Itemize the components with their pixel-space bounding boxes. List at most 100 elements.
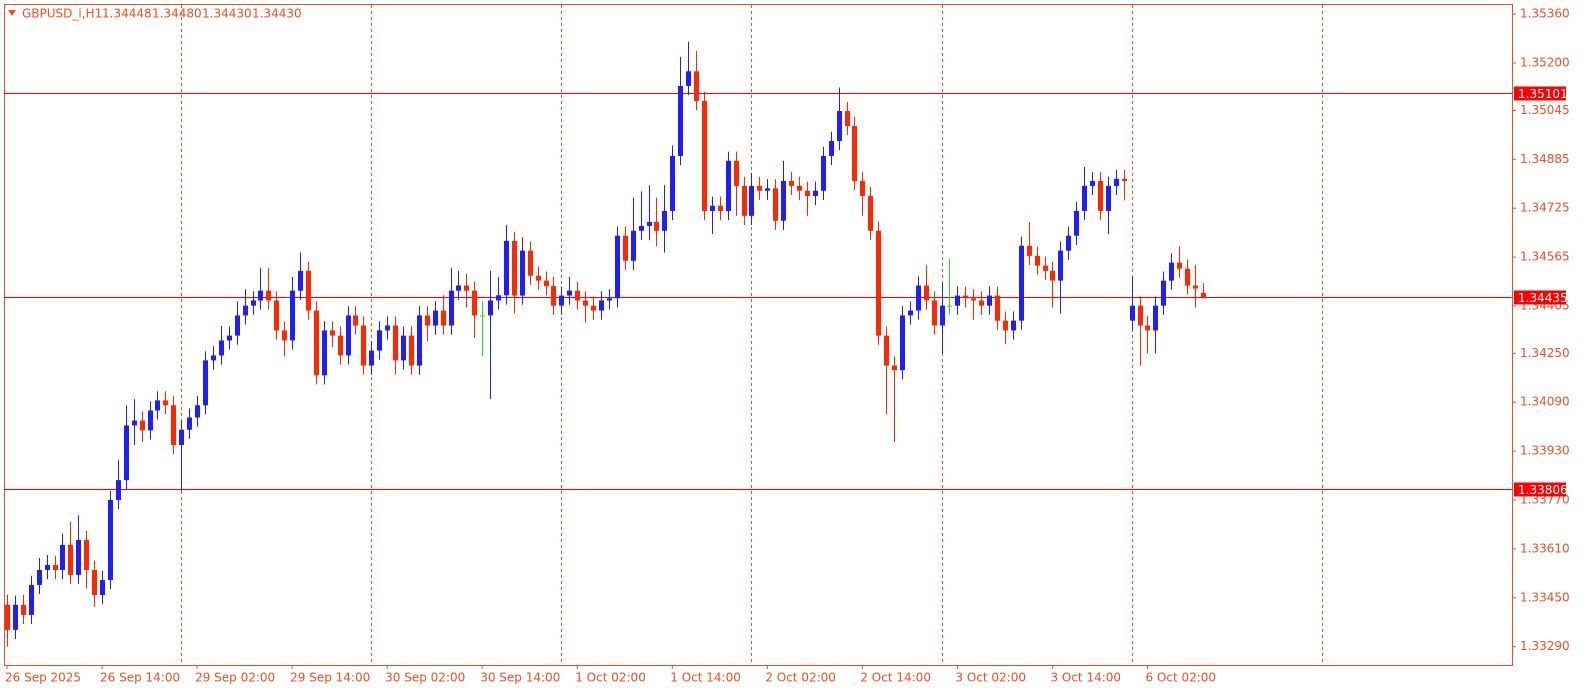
candle-body xyxy=(718,205,723,211)
candle-body xyxy=(417,315,422,366)
candle-body xyxy=(92,569,97,596)
candle-body xyxy=(116,480,121,500)
candle-body xyxy=(1145,325,1150,331)
candle-body xyxy=(179,429,184,445)
candle-body xyxy=(852,126,857,181)
candle-body xyxy=(441,310,446,326)
candle-body xyxy=(258,290,263,301)
candle-body xyxy=(361,325,366,366)
candle-body xyxy=(932,300,937,326)
candle-body xyxy=(338,335,343,356)
candle-body xyxy=(140,420,145,431)
candle-body xyxy=(369,350,374,366)
x-tick-label: 30 Sep 02:00 xyxy=(385,671,465,685)
x-tick-label: 2 Oct 14:00 xyxy=(860,671,931,685)
candle-body xyxy=(282,330,287,341)
candle-body xyxy=(797,185,802,191)
candle-body xyxy=(1177,262,1182,269)
candle-body xyxy=(132,420,137,426)
candle-body xyxy=(678,85,683,156)
candle-body xyxy=(211,355,216,361)
candle-body xyxy=(1114,178,1119,186)
candle-body xyxy=(346,315,351,356)
candle-body xyxy=(662,210,667,231)
candle-body xyxy=(987,295,992,306)
candle-body xyxy=(963,295,968,299)
candle-body xyxy=(876,230,881,336)
candle-body xyxy=(520,250,525,296)
candle-body xyxy=(298,270,303,291)
y-tick-label: 1.34885 xyxy=(1520,152,1570,166)
y-tick-label: 1.33610 xyxy=(1520,541,1570,555)
candle-body xyxy=(639,225,644,231)
candle-body xyxy=(1106,185,1111,211)
candle-body xyxy=(670,155,675,211)
candle-body xyxy=(789,181,794,186)
candle-body xyxy=(37,569,42,585)
candle-body xyxy=(1035,255,1040,266)
candle-body xyxy=(148,410,153,431)
candle-body xyxy=(108,500,113,581)
candle-body xyxy=(583,300,588,306)
candle-body xyxy=(385,325,390,331)
candle-body xyxy=(544,280,549,287)
candle-body xyxy=(21,604,26,615)
candle-body xyxy=(884,335,889,366)
candle-body xyxy=(615,235,620,299)
candle-body xyxy=(433,310,438,326)
candle-body xyxy=(702,100,707,211)
candle-body xyxy=(393,325,398,361)
candle-body xyxy=(821,155,826,191)
candle-body xyxy=(306,270,311,311)
ohlc-open: 1.34448 xyxy=(102,7,152,21)
candle-body xyxy=(53,565,58,570)
candle-body xyxy=(813,190,818,196)
candle-body xyxy=(472,290,477,316)
candle-body xyxy=(155,400,160,411)
candle-body xyxy=(409,335,414,366)
candle-body xyxy=(734,160,739,186)
candle-body xyxy=(710,205,715,211)
candle-body xyxy=(1082,185,1087,211)
candle-body xyxy=(647,221,652,226)
candle-body xyxy=(251,300,256,306)
candle-body xyxy=(908,310,913,316)
candle-body xyxy=(551,286,556,306)
candle-body xyxy=(456,285,461,291)
candle-body xyxy=(314,310,319,376)
candle-body xyxy=(971,298,976,301)
candle-body xyxy=(726,160,731,211)
candle-body xyxy=(607,298,612,301)
candle-body xyxy=(45,565,50,570)
candle-body xyxy=(829,140,834,156)
candle-body xyxy=(1074,210,1079,236)
y-tick-label: 1.34250 xyxy=(1520,346,1570,360)
candle-body xyxy=(353,315,358,326)
candle-body xyxy=(1058,250,1063,281)
candle-body xyxy=(1019,245,1024,321)
price-label-box xyxy=(1514,290,1566,305)
menu-triangle xyxy=(8,10,16,16)
candle-body xyxy=(947,305,952,307)
plot-frame xyxy=(4,4,1513,666)
candle-body xyxy=(781,181,786,221)
candle-body xyxy=(765,188,770,191)
candle-body xyxy=(1043,265,1048,271)
candle-body xyxy=(1066,235,1071,251)
candle-body xyxy=(686,71,691,86)
candle-body xyxy=(195,405,200,418)
candle-body xyxy=(100,580,105,596)
y-tick-label: 1.34725 xyxy=(1520,201,1570,215)
y-tick-label: 1.34565 xyxy=(1520,250,1570,264)
candle-body xyxy=(243,305,248,316)
candle-body xyxy=(845,111,850,126)
candle-body xyxy=(916,285,921,311)
candle-body xyxy=(924,285,929,301)
candle-body xyxy=(623,235,628,261)
candle-body xyxy=(449,290,454,326)
y-tick-label: 1.35200 xyxy=(1520,56,1570,70)
candle-body xyxy=(805,190,810,196)
x-tick-label: 1 Oct 14:00 xyxy=(670,671,741,685)
candle-body xyxy=(187,417,192,430)
